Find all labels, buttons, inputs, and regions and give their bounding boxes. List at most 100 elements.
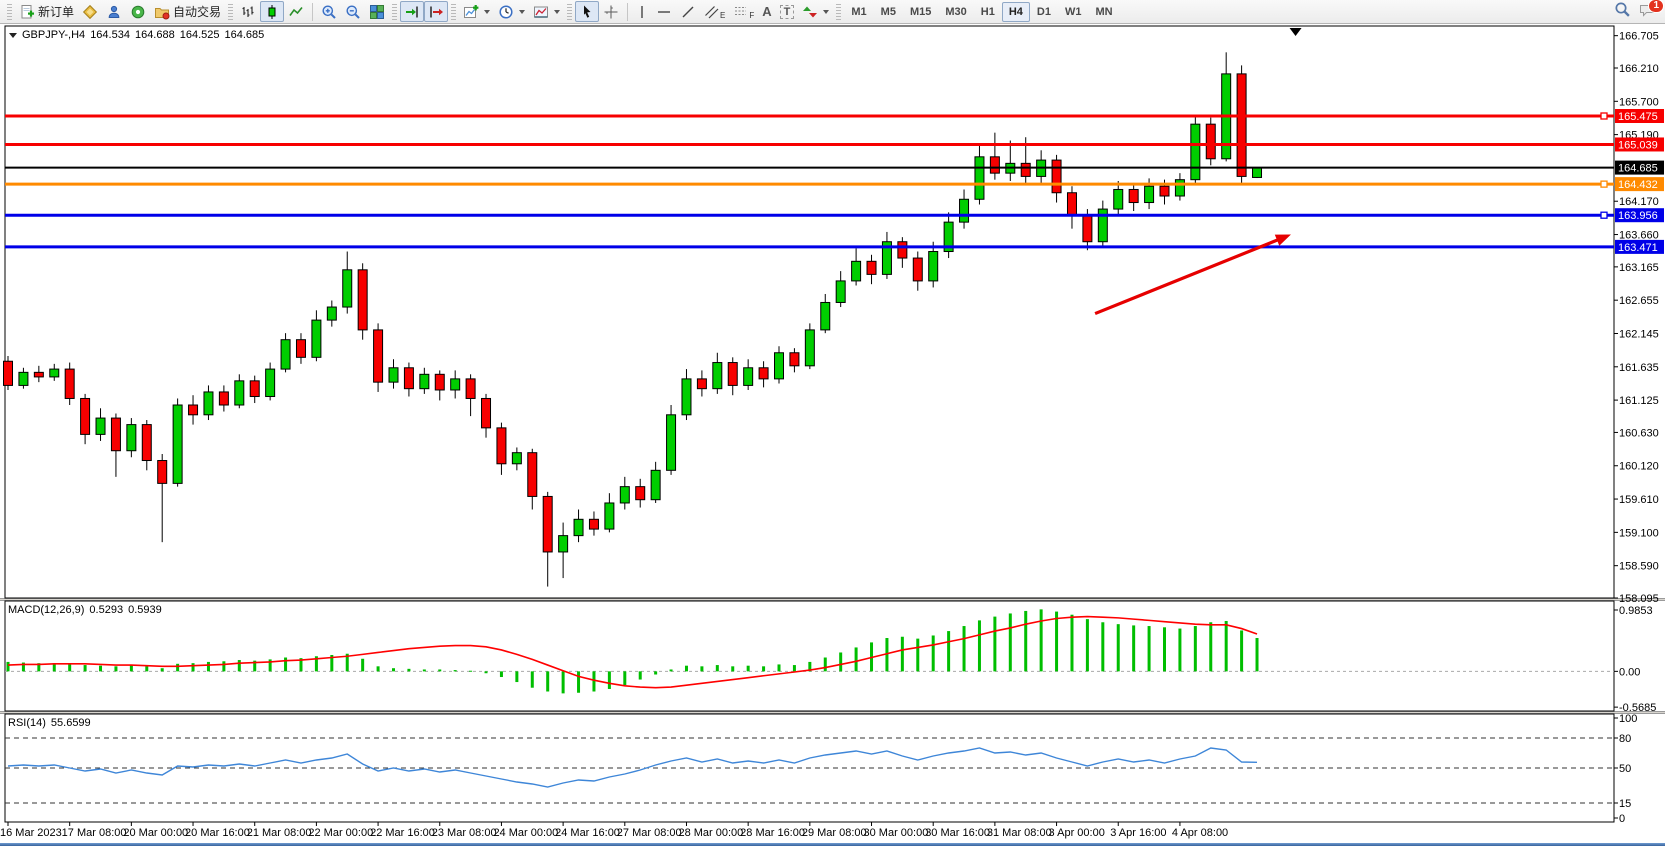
tab-timeframe-h1[interactable]: H1 [980,5,995,18]
zoom-out-button[interactable] [341,1,365,22]
bar-chart-button[interactable] [236,1,260,22]
svg-text:164.432: 164.432 [1618,179,1658,191]
periods-caret-icon [519,9,526,14]
svg-text:160.120: 160.120 [1619,461,1659,473]
svg-text:3 Apr 00:00: 3 Apr 00:00 [1049,827,1105,839]
signal-button[interactable] [126,1,150,22]
toolbar-grip[interactable] [7,3,12,20]
chart-title[interactable]: GBPJPY-,H4 164.534 164.688 164.525 164.6… [9,29,264,41]
horizontal-line-icon [656,4,672,20]
chart-shift-button[interactable] [424,1,449,22]
main-toolbar: 新订单 自动交易 [0,0,1665,24]
window-bottom-edge [0,843,1665,846]
svg-text:50: 50 [1619,763,1631,775]
channel-icon [704,4,720,20]
macd-panel: 0.9853 0.00 -0.5685 [5,605,1656,714]
cursor-arrow-icon [579,4,595,20]
horizontal-line-button[interactable] [652,1,676,22]
line-chart-icon [288,4,304,20]
gold-diamond-icon [82,4,98,20]
rsi-line [7,747,1258,788]
auto-scroll-icon [404,4,420,20]
vertical-line-button[interactable] [632,1,652,22]
tab-timeframe-mn[interactable]: MN [1095,5,1113,18]
tab-timeframe-h4[interactable]: H4 [1001,1,1030,22]
add-indicator-caret-icon [484,9,491,14]
fibonacci-button[interactable]: F [729,1,758,22]
toolbar-grip[interactable] [451,3,457,20]
add-indicator-button[interactable] [459,1,494,22]
tab-timeframe-m1[interactable]: M1 [851,5,867,18]
macd-main-value: 0.5293 [89,604,124,616]
fibonacci-icon [733,4,749,20]
svg-text:100: 100 [1619,713,1637,725]
panel-frame [4,600,1615,712]
svg-text:28 Mar 00:00: 28 Mar 00:00 [678,827,743,839]
notifications-button[interactable]: 1 [1639,0,1664,23]
equidistant-channel-button[interactable]: E [700,1,729,22]
text-tool-button[interactable]: A [758,1,775,22]
label-tool-button[interactable]: T [776,1,799,22]
auto-trading-button[interactable]: 自动交易 [150,1,225,22]
market-watch-button[interactable] [78,1,102,22]
price-badge [1615,137,1664,152]
periods-button[interactable] [494,1,529,22]
price-badge [1615,208,1664,223]
auto-scroll-button[interactable] [400,1,425,22]
tab-timeframe-d1[interactable]: D1 [1036,5,1051,18]
price-badge [1615,108,1664,123]
cursor-button[interactable] [575,1,600,22]
fibonacci-glyph: F [749,10,755,20]
svg-text:161.125: 161.125 [1619,395,1659,407]
rsi-indicator-label: RSI(14) 55.6599 [8,717,91,729]
svg-text:165.475: 165.475 [1618,111,1658,123]
symbol-label: GBPJPY-,H4 [22,29,86,41]
toolbar-grip[interactable] [228,3,234,20]
templates-icon [533,4,549,20]
candlestick-chart-icon [264,4,280,20]
toolbar-grip[interactable] [836,3,842,20]
open-value: 164.534 [90,29,130,41]
price-badge [1615,239,1664,254]
svg-text:20 Mar 16:00: 20 Mar 16:00 [185,827,250,839]
add-indicator-icon [463,4,479,20]
macd-indicator-label: MACD(12,26,9) 0.5293 0.5939 [8,604,162,616]
chart-shift-icon [428,4,444,20]
toolbar-grip[interactable] [392,3,398,20]
trendline-button[interactable] [676,1,700,22]
zoom-in-button[interactable] [317,1,341,22]
svg-text:23 Mar 08:00: 23 Mar 08:00 [432,827,497,839]
templates-button[interactable] [529,1,564,22]
toolbar-grip[interactable] [567,3,573,20]
svg-text:24 Mar 16:00: 24 Mar 16:00 [555,827,620,839]
channel-glyph: E [720,10,726,20]
high-value: 164.688 [134,29,175,41]
svg-text:158.095: 158.095 [1619,593,1659,605]
new-order-button[interactable]: 新订单 [15,1,78,22]
svg-text:159.100: 159.100 [1619,527,1659,539]
svg-text:0: 0 [1619,813,1625,825]
line-chart-button[interactable] [284,1,308,22]
tab-timeframe-m5[interactable]: M5 [880,5,896,18]
search-icon[interactable] [1614,1,1631,23]
candlestick-chart-button[interactable] [260,1,285,22]
svg-text:22 Mar 00:00: 22 Mar 00:00 [308,827,373,839]
tile-windows-button[interactable] [365,1,389,22]
collapse-triangle-icon[interactable] [9,32,17,38]
profile-button[interactable] [102,1,126,22]
svg-text:4 Apr 08:00: 4 Apr 08:00 [1172,827,1228,839]
crosshair-button[interactable] [599,1,623,22]
new-order-label: 新订单 [38,5,75,19]
shapes-button[interactable] [798,1,833,22]
svg-text:160.630: 160.630 [1619,427,1659,439]
tab-timeframe-m30[interactable]: M30 [945,5,967,18]
svg-text:16 Mar 2023: 16 Mar 2023 [0,827,62,839]
svg-text:162.655: 162.655 [1619,295,1659,307]
tab-timeframe-w1[interactable]: W1 [1064,5,1082,18]
svg-text:22 Mar 16:00: 22 Mar 16:00 [370,827,435,839]
zoom-out-icon [345,4,361,20]
tab-timeframe-m15[interactable]: M15 [909,5,932,18]
low-value: 164.525 [179,29,220,41]
